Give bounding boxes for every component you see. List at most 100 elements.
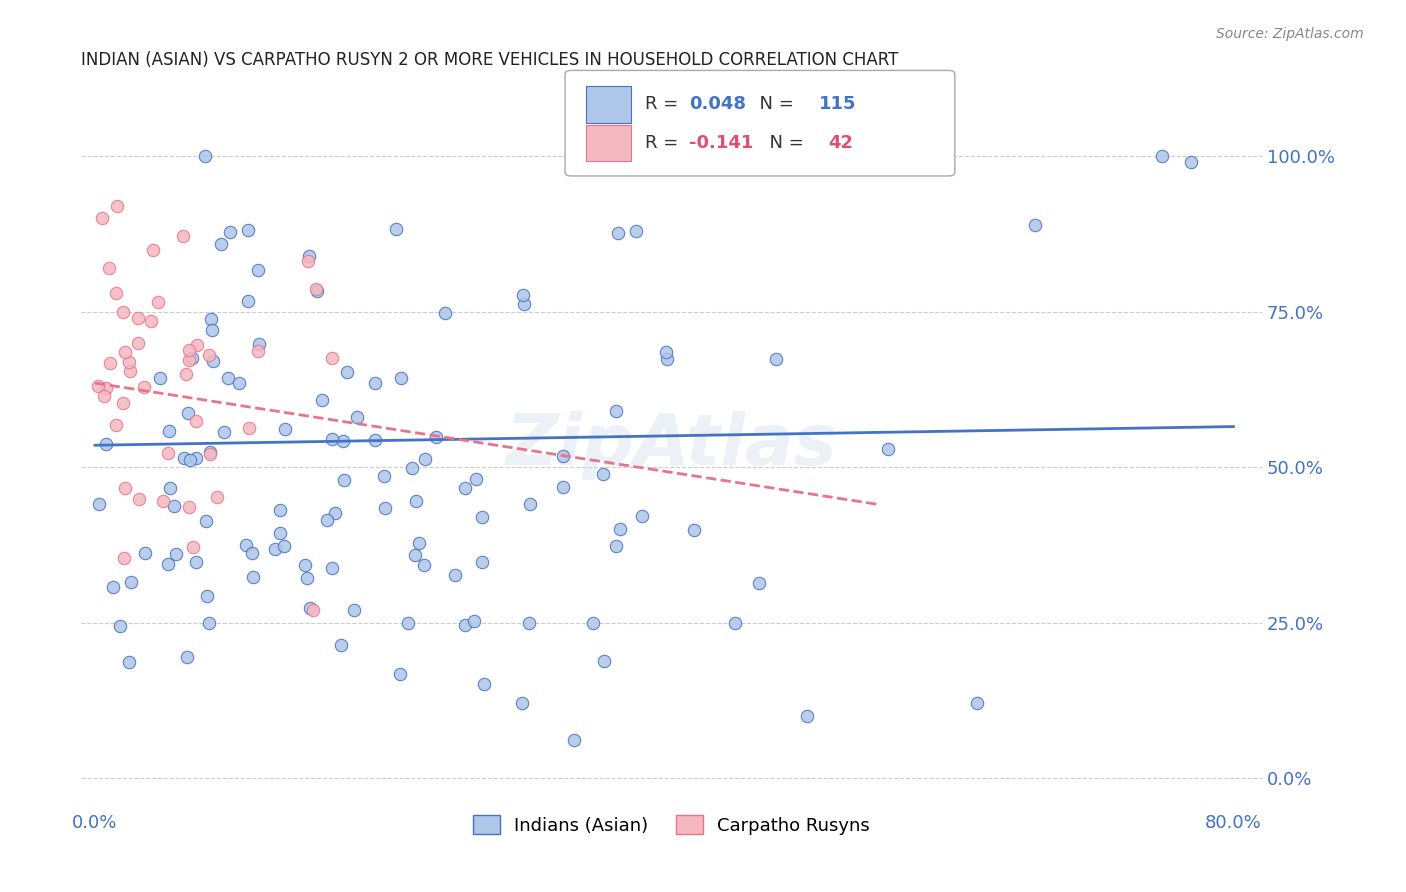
Point [108,619,131,633]
Point [298,601,321,615]
Point [748,576,770,591]
Point [364,376,387,390]
Point [198,615,221,630]
Point [176,367,198,381]
Point [724,615,747,630]
Point [512,288,534,302]
Text: R =: R = [645,134,685,153]
Point [120,574,142,589]
Point [465,472,488,486]
Point [128,491,150,506]
Point [242,570,264,584]
Point [582,615,605,630]
Point [307,285,329,299]
Point [198,445,221,459]
Point [517,616,540,631]
Point [194,149,217,163]
Text: R =: R = [645,95,685,113]
Point [183,540,205,554]
Point [152,494,174,508]
Point [374,501,396,516]
Point [172,229,194,244]
Point [200,447,222,461]
Text: N =: N = [748,95,800,113]
Point [149,371,172,385]
Point [683,523,706,537]
Point [142,244,165,258]
Text: N =: N = [758,134,808,153]
Point [605,539,627,553]
Point [87,497,110,511]
Point [333,473,356,487]
Point [112,550,135,565]
Point [551,480,574,494]
Point [433,306,456,320]
Point [146,294,169,309]
Point [401,460,423,475]
Point [302,603,325,617]
Point [297,253,319,268]
Point [454,617,477,632]
Point [100,356,122,370]
Point [607,226,630,240]
Point [373,468,395,483]
Point [159,481,181,495]
Point [200,312,222,326]
Point [269,503,291,517]
Point [94,437,117,451]
Point [86,378,108,392]
Point [205,490,228,504]
Point [120,364,142,378]
Point [114,481,136,495]
Point [180,351,202,365]
Point [444,567,467,582]
Point [631,509,654,524]
Point [247,343,270,358]
Point [228,376,250,391]
Point [214,425,236,439]
Point [195,514,218,528]
Point [184,450,207,465]
Point [209,237,232,252]
Point [305,282,328,296]
Point [94,381,117,395]
Point [157,557,180,571]
Point [463,614,485,628]
Point [195,589,218,603]
Point [471,510,494,524]
Point [177,353,200,368]
Point [471,555,494,569]
FancyBboxPatch shape [586,87,631,123]
Point [240,546,263,560]
FancyBboxPatch shape [586,125,631,161]
Point [551,450,574,464]
Point [273,422,295,436]
Point [105,285,128,300]
Point [396,615,419,630]
Point [336,365,359,379]
Point [343,603,366,617]
Point [454,481,477,495]
Point [562,732,585,747]
Point [405,494,427,508]
Point [1024,218,1046,232]
Point [186,556,208,570]
Point [118,655,141,669]
Text: Source: ZipAtlas.com: Source: ZipAtlas.com [1216,27,1364,41]
Point [127,335,149,350]
Point [127,310,149,325]
Legend: Indians (Asian), Carpatho Rusyns: Indians (Asian), Carpatho Rusyns [464,806,879,844]
Point [114,344,136,359]
Point [389,371,412,385]
Point [184,415,207,429]
FancyBboxPatch shape [565,70,955,176]
Point [1180,155,1202,169]
Point [613,149,636,163]
Point [201,354,224,368]
Point [105,199,128,213]
Point [236,294,259,309]
Point [98,260,121,275]
Point [408,536,430,550]
Point [966,697,988,711]
Point [877,442,900,456]
